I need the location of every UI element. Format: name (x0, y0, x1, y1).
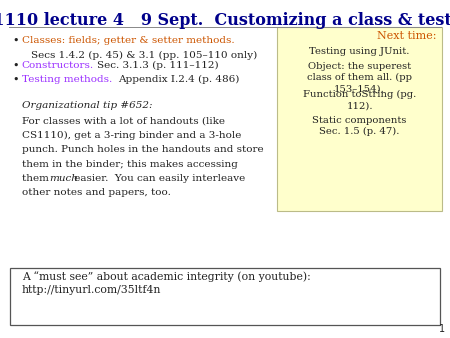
Text: A “must see” about academic integrity (on youtube):
http://tinyurl.com/35ltf4n: A “must see” about academic integrity (o… (22, 271, 310, 295)
Text: them: them (22, 174, 52, 183)
Text: Secs 1.4.2 (p. 45) & 3.1 (pp. 105–110 only): Secs 1.4.2 (p. 45) & 3.1 (pp. 105–110 on… (31, 51, 257, 60)
Text: them in the binder; this makes accessing: them in the binder; this makes accessing (22, 160, 238, 169)
Text: punch. Punch holes in the handouts and store: punch. Punch holes in the handouts and s… (22, 145, 263, 154)
Text: 1: 1 (438, 324, 445, 334)
Text: Classes: fields; getter & setter methods.: Classes: fields; getter & setter methods… (22, 36, 234, 45)
Text: other notes and papers, too.: other notes and papers, too. (22, 188, 171, 197)
Text: Next time:: Next time: (378, 31, 437, 41)
Text: Testing using JUnit.: Testing using JUnit. (309, 47, 410, 56)
Text: For classes with a lot of handouts (like: For classes with a lot of handouts (like (22, 117, 225, 126)
Text: •: • (13, 61, 19, 71)
Text: easier.  You can easily interleave: easier. You can easily interleave (71, 174, 245, 183)
Text: Appendix I.2.4 (p. 486): Appendix I.2.4 (p. 486) (118, 75, 239, 84)
Text: Function toString (pg.
112).: Function toString (pg. 112). (303, 90, 416, 110)
Text: Object: the superest
class of them all. (pp
153–154).: Object: the superest class of them all. … (307, 62, 412, 94)
Text: •: • (13, 36, 19, 46)
Text: •: • (13, 75, 19, 85)
Text: CS1110 lecture 4   9 Sept.  Customizing a class & testing: CS1110 lecture 4 9 Sept. Customizing a c… (0, 12, 450, 29)
Text: Constructors.: Constructors. (22, 61, 94, 70)
FancyBboxPatch shape (277, 27, 442, 211)
Text: Organizational tip #652:: Organizational tip #652: (22, 101, 152, 111)
Text: much: much (49, 174, 78, 183)
FancyBboxPatch shape (10, 268, 440, 325)
Text: Sec. 3.1.3 (p. 111–112): Sec. 3.1.3 (p. 111–112) (97, 61, 218, 70)
Text: CS1110), get a 3-ring binder and a 3-hole: CS1110), get a 3-ring binder and a 3-hol… (22, 131, 241, 140)
Text: Static components
Sec. 1.5 (p. 47).: Static components Sec. 1.5 (p. 47). (312, 116, 407, 136)
Text: Testing methods.: Testing methods. (22, 75, 112, 84)
